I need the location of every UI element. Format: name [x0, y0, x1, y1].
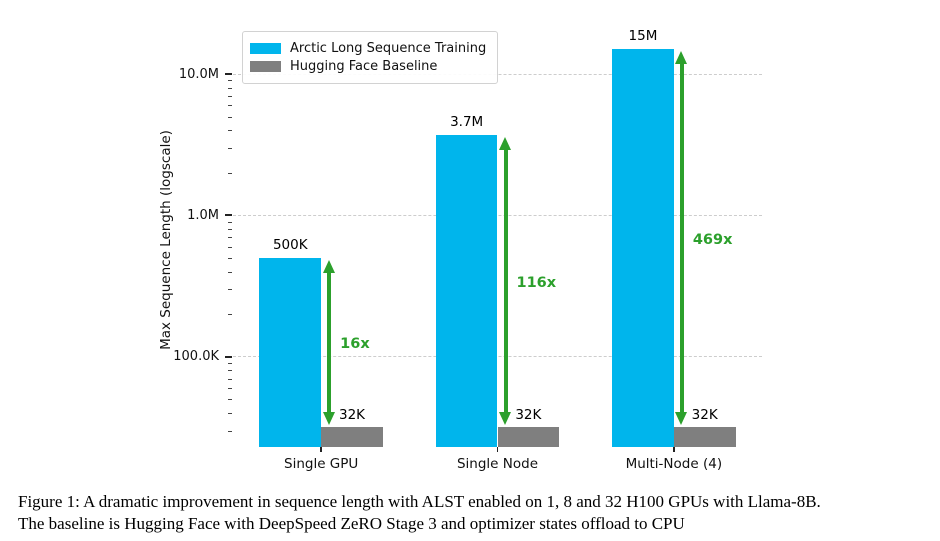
legend: Arctic Long Sequence Training Hugging Fa…: [242, 31, 499, 84]
y-minor-tick-mark: [228, 221, 232, 223]
y-minor-tick-mark: [228, 229, 232, 231]
y-minor-tick-mark: [228, 363, 232, 365]
x-category-label: Multi-Node (4): [625, 456, 723, 472]
y-minor-tick-mark: [228, 87, 232, 89]
improvement-arrow-shaft: [679, 62, 684, 414]
x-tick-mark: [496, 447, 499, 452]
caption-line-2: The baseline is Hugging Face with DeepSp…: [18, 513, 685, 533]
y-minor-tick-mark: [228, 130, 232, 132]
improvement-arrow-shaft: [327, 270, 332, 414]
y-minor-tick-mark: [228, 271, 232, 273]
y-minor-tick-mark: [228, 80, 232, 82]
plot-area: 100.0K 1.0M 10.0M 500K 32K Single GPU 16x 3.7M 3…: [173, 28, 762, 472]
y-tick-mark: [225, 73, 232, 75]
y-minor-tick-mark: [228, 388, 232, 390]
y-tick-label: 100.0K: [173, 349, 219, 365]
caption-line-1: Figure 1: A dramatic improvement in sequ…: [18, 492, 821, 511]
multiplier-label: 16x: [340, 336, 370, 353]
y-axis-label: Max Sequence Length (logscale): [158, 130, 174, 350]
x-category-label: Single Node: [456, 456, 539, 472]
multiplier-label: 469x: [692, 231, 733, 248]
y-minor-tick-mark: [228, 237, 232, 239]
y-minor-tick-mark: [228, 314, 232, 316]
y-tick-label: 10.0M: [178, 66, 219, 82]
y-minor-tick-mark: [228, 116, 232, 118]
baseline-value-label: 32K: [691, 406, 718, 423]
y-tick-mark: [225, 214, 232, 217]
y-minor-tick-mark: [228, 246, 232, 248]
legend-item-alst: Arctic Long Sequence Training: [250, 40, 486, 57]
arrow-down-head: [499, 411, 511, 425]
improvement-arrow-shaft: [503, 148, 508, 414]
legend-item-baseline: Hugging Face Baseline: [250, 58, 486, 75]
y-minor-tick-mark: [228, 172, 232, 174]
y-minor-tick-mark: [228, 378, 232, 380]
bar-baseline-2: [497, 426, 560, 447]
y-minor-tick-mark: [228, 289, 232, 291]
y-minor-tick-mark: [228, 257, 232, 259]
bar-baseline-3: [673, 426, 736, 447]
bar-baseline-1: [321, 426, 383, 447]
legend-label-baseline: Hugging Face Baseline: [290, 59, 438, 74]
arrow-down-head: [322, 411, 335, 425]
arrow-down-head: [675, 411, 688, 425]
bar-alst-1: [259, 257, 322, 447]
y-minor-tick-mark: [228, 147, 232, 149]
arrow-up-head: [499, 137, 511, 151]
alst-value-label: 500K: [272, 236, 308, 253]
baseline-color-swatch: [250, 61, 281, 72]
multiplier-label: 116x: [516, 274, 557, 291]
y-gridline: [233, 356, 762, 358]
y-minor-tick-mark: [228, 430, 232, 432]
y-minor-tick-mark: [228, 399, 232, 401]
x-category-label: Single GPU: [284, 456, 359, 472]
alst-value-label: 15M: [628, 28, 658, 45]
x-tick-mark: [320, 447, 322, 452]
bar-alst-3: [612, 49, 674, 447]
alst-color-swatch: [250, 43, 281, 54]
y-minor-tick-mark: [228, 370, 232, 372]
baseline-value-label: 32K: [338, 406, 366, 423]
arrow-up-head: [675, 51, 688, 65]
y-tick-label: 1.0M: [187, 207, 219, 223]
y-minor-tick-mark: [228, 95, 232, 97]
bar-alst-2: [435, 135, 498, 447]
arrow-up-head: [322, 259, 335, 273]
figure-caption: Figure 1: A dramatic improvement in sequ…: [18, 491, 930, 534]
x-tick-mark: [673, 447, 675, 452]
y-gridline: [233, 214, 762, 216]
y-minor-tick-mark: [228, 105, 232, 107]
alst-value-label: 3.7M: [450, 114, 484, 131]
legend-label-alst: Arctic Long Sequence Training: [290, 41, 487, 56]
y-tick-mark: [225, 355, 232, 358]
y-minor-tick-mark: [228, 413, 232, 415]
baseline-value-label: 32K: [515, 406, 542, 423]
